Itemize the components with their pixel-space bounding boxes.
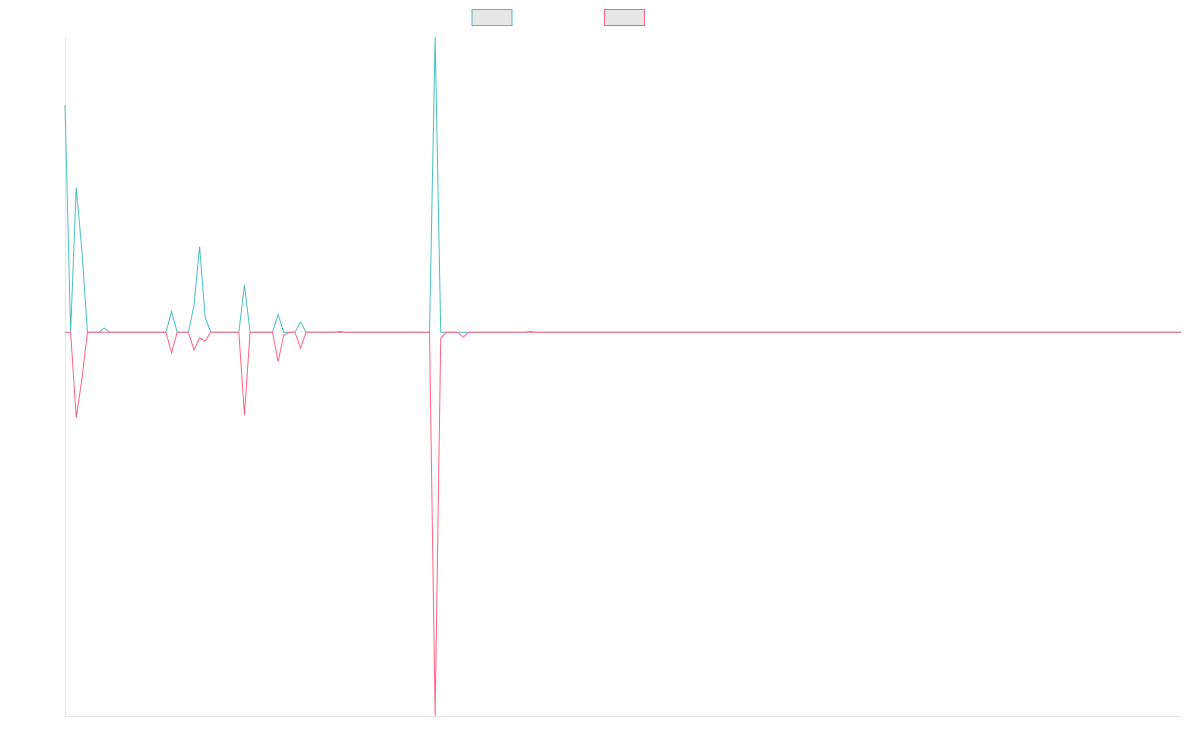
legend-box[interactable] [604, 9, 645, 26]
series-line [64, 36, 1181, 333]
legend-box[interactable] [471, 9, 513, 26]
series-line [65, 331, 1181, 717]
